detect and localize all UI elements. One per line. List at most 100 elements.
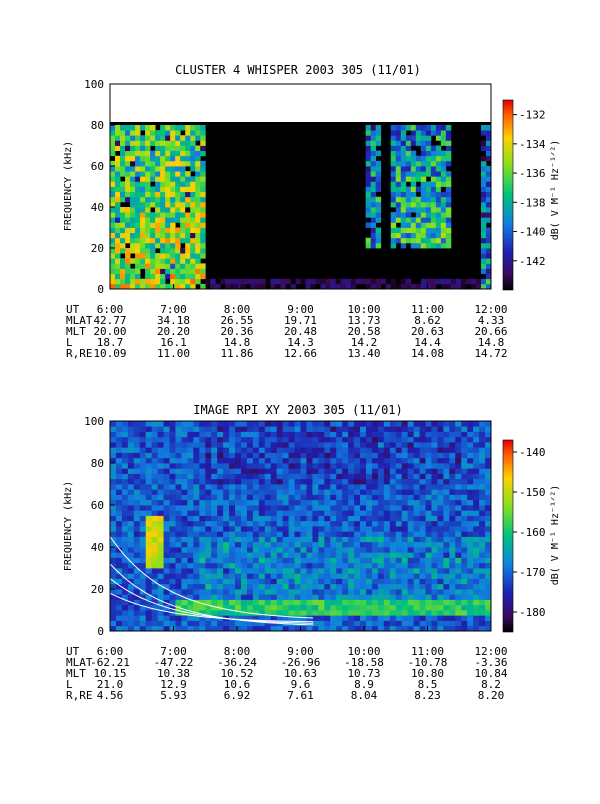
spectrogram-cell — [425, 191, 432, 198]
spectrogram-cell — [450, 278, 457, 285]
spectrogram-cell — [240, 457, 248, 464]
spectrogram-cell — [437, 568, 444, 574]
spectrogram-cell — [455, 541, 462, 548]
spectrogram-cell — [336, 599, 343, 606]
spectrogram-cell — [139, 484, 147, 490]
spectrogram-cell — [258, 494, 266, 501]
spectrogram-cell — [420, 171, 427, 177]
spectrogram-cell — [360, 562, 367, 569]
spectrogram-cell — [437, 599, 444, 606]
spectrogram-cell — [195, 171, 201, 177]
spectrogram-cell — [246, 536, 254, 543]
spectrogram-cell — [485, 463, 492, 469]
spectrogram-cell — [175, 160, 181, 167]
spectrogram-cell — [169, 620, 176, 627]
spectrogram-cell — [455, 552, 462, 558]
spectrogram-cell — [401, 473, 409, 480]
spectrogram-cell — [127, 515, 135, 522]
spectrogram-cell — [431, 583, 438, 590]
spectrogram-cell — [185, 135, 191, 141]
spectrogram-cell — [435, 278, 442, 285]
spectrogram-cell — [479, 604, 486, 611]
spectrogram-cell — [110, 222, 116, 228]
spectrogram-cell — [371, 499, 379, 506]
spectrogram-cell — [163, 473, 170, 480]
spectrogram-cell — [395, 589, 403, 595]
spectrogram-cell — [485, 552, 492, 558]
spectrogram-cell — [115, 478, 123, 485]
spectrogram-cell — [199, 583, 206, 590]
spectrogram-cell — [170, 186, 176, 193]
spectrogram-cell — [365, 160, 372, 167]
spectrogram-cell — [127, 426, 135, 432]
ephemeris-value: 8.62 — [414, 314, 441, 327]
spectrogram-cell — [115, 135, 121, 141]
spectrogram-cell — [120, 186, 126, 193]
spectrogram-cell — [419, 620, 426, 627]
spectrogram-cell — [413, 484, 420, 490]
spectrogram-cell — [425, 520, 432, 527]
spectrogram-cell — [235, 505, 242, 511]
spectrogram-cell — [185, 191, 191, 198]
spectrogram-cell — [217, 562, 224, 569]
spectrogram-cell — [223, 583, 230, 590]
spectrogram-cell — [336, 531, 343, 537]
spectrogram-cell — [425, 181, 432, 187]
ephemeris-value: -26.96 — [281, 656, 321, 669]
spectrogram-cell — [199, 515, 206, 522]
spectrogram-cell — [110, 248, 116, 254]
spectrogram-cell — [435, 166, 442, 172]
spectrogram-cell — [139, 436, 147, 443]
spectrogram-cell — [300, 431, 307, 438]
spectrogram-cell — [318, 573, 325, 579]
spectrogram-cell — [115, 620, 123, 627]
spectrogram-cell — [348, 494, 355, 501]
spectrogram-cell — [270, 457, 278, 464]
spectrogram-cell — [163, 494, 170, 501]
spectrogram-cell — [370, 196, 377, 203]
colorbar-tick-label: -132 — [519, 109, 546, 122]
spectrogram-cell — [110, 426, 117, 432]
spectrogram-cell — [455, 489, 462, 495]
spectrogram-cell — [121, 557, 129, 564]
spectrogram-cell — [151, 604, 159, 611]
spectrogram-cell — [190, 140, 196, 146]
spectrogram-cell — [467, 557, 474, 564]
spectrogram-cell — [135, 227, 141, 234]
spectrogram-cell — [395, 191, 402, 198]
spectrogram-cell — [445, 181, 452, 187]
spectrogram-cell — [180, 212, 186, 218]
spectrogram-cell — [485, 620, 492, 627]
spectrogram-cell — [407, 426, 415, 432]
spectrogram-cell — [360, 610, 367, 616]
spectrogram-cell — [175, 531, 182, 537]
spectrogram-cell — [223, 431, 230, 438]
spectrogram-cell — [127, 594, 135, 600]
spectrogram-cell — [420, 237, 427, 244]
spectrogram-cell — [365, 536, 373, 543]
spectrogram-cell — [139, 431, 147, 438]
spectrogram-cell — [437, 589, 444, 595]
spectrogram-cell — [199, 463, 206, 469]
spectrogram-cell — [389, 589, 397, 595]
spectrogram-cell — [455, 468, 462, 474]
spectrogram-cell — [410, 237, 417, 244]
spectrogram-cell — [211, 541, 218, 548]
spectrogram-cell — [348, 484, 355, 490]
ephemeris-value: 26.55 — [220, 314, 253, 327]
ephemeris-value: 14.4 — [414, 336, 441, 349]
spectrogram-cell — [195, 150, 201, 157]
spectrogram-cell — [306, 484, 313, 490]
spectrogram-cell — [413, 578, 420, 585]
spectrogram-cell — [282, 568, 289, 574]
spectrogram-cell — [324, 431, 331, 438]
spectrogram-cell — [150, 258, 156, 264]
spectrogram-cell — [217, 499, 224, 506]
spectrogram-cell — [199, 457, 206, 464]
spectrogram-cell — [282, 510, 289, 516]
spectrogram-cell — [400, 145, 407, 152]
ephemeris-value: 6:00 — [97, 303, 124, 316]
spectrogram-cell — [365, 484, 373, 490]
spectrogram-cell — [365, 181, 372, 187]
spectrogram-cell — [276, 494, 284, 501]
